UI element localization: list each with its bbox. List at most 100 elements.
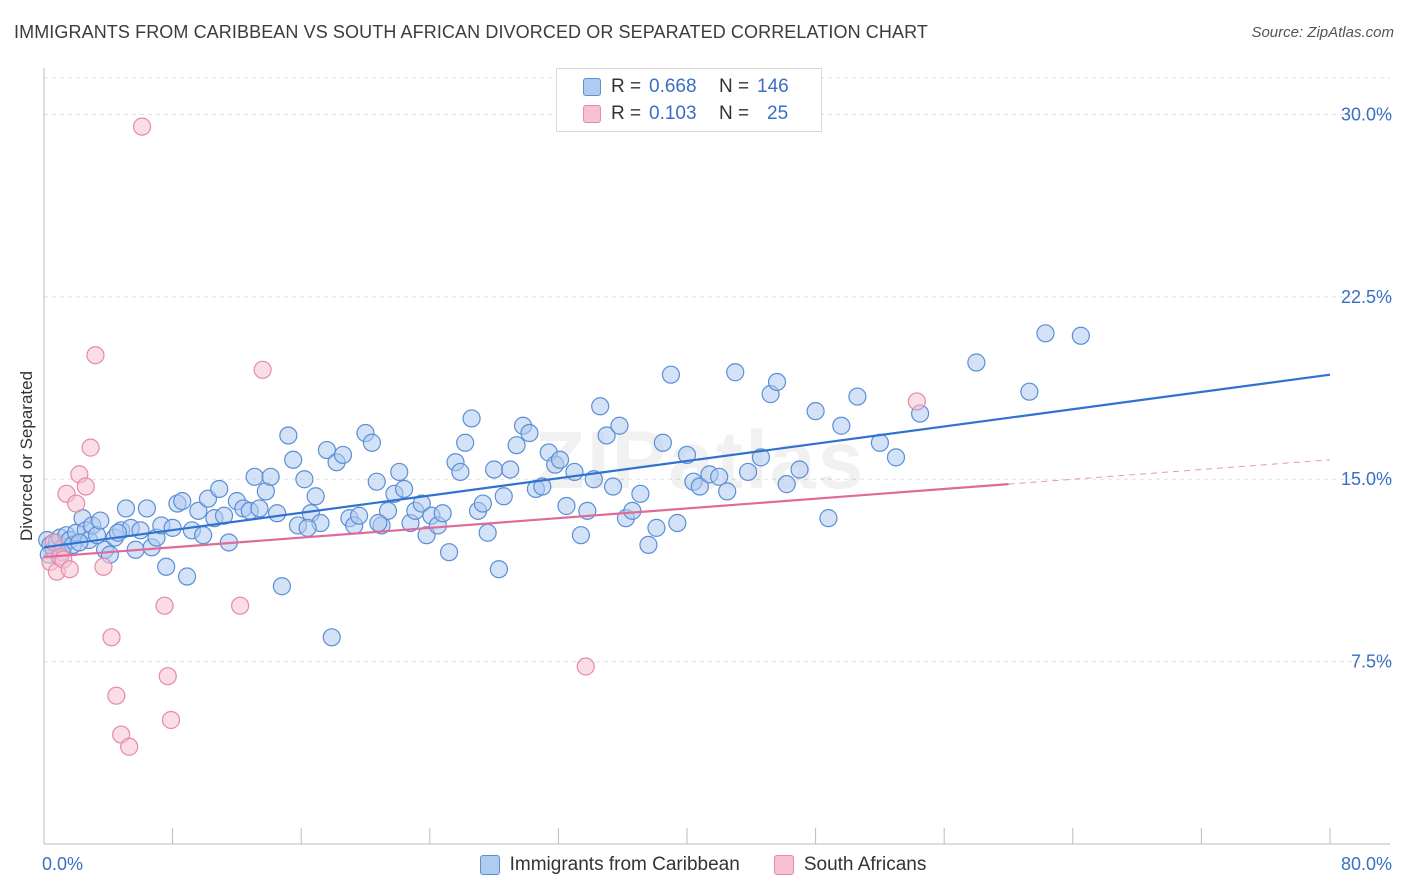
legend-n-label: N =	[719, 103, 750, 124]
data-point-caribbean	[439, 543, 459, 562]
data-point-caribbean	[322, 628, 341, 647]
data-point-caribbean	[653, 433, 672, 452]
data-point-caribbean	[462, 409, 481, 428]
data-point-south-africans	[67, 494, 86, 513]
data-point-caribbean	[189, 501, 208, 520]
y-tick-label: 30.0%	[1341, 104, 1392, 124]
data-point-caribbean	[173, 492, 192, 511]
data-point-caribbean	[631, 484, 650, 503]
data-point-caribbean	[306, 487, 325, 506]
data-point-caribbean	[412, 494, 431, 513]
data-point-caribbean	[494, 487, 513, 506]
chart-title: IMMIGRANTS FROM CARIBBEAN VS SOUTH AFRIC…	[14, 22, 928, 42]
data-point-caribbean	[639, 535, 658, 554]
data-point-caribbean	[533, 477, 552, 496]
data-point-caribbean	[597, 426, 616, 445]
data-point-caribbean	[623, 501, 642, 520]
data-point-caribbean	[790, 460, 809, 479]
grid-lines	[44, 77, 1390, 663]
data-point-caribbean	[819, 509, 838, 528]
data-point-caribbean	[1071, 326, 1090, 345]
y-tick-labels: 7.5% 15.0% 22.5% 30.0%	[1341, 104, 1392, 671]
x-tick-label: 80.0%	[1341, 854, 1392, 874]
data-point-caribbean	[718, 482, 737, 501]
data-point-south-africans	[132, 117, 152, 136]
source-credit: Source: ZipAtlas.com	[1251, 24, 1394, 41]
data-point-caribbean	[272, 577, 292, 596]
legend-item-south-africans: South Africans	[773, 854, 927, 876]
data-point-caribbean	[451, 462, 470, 482]
legend-label-caribbean: Immigrants from Caribbean	[509, 854, 740, 875]
data-point-caribbean	[284, 450, 303, 469]
x-tick-labels: 0.0% 80.0%	[42, 854, 1392, 874]
trend-lines	[43, 373, 1331, 559]
data-point-caribbean	[378, 501, 398, 520]
data-point-caribbean	[550, 450, 570, 469]
legend-row-caribbean: R = 0.668 N = 146	[583, 75, 789, 99]
data-point-caribbean	[245, 467, 264, 486]
legend-r-label: R =	[611, 103, 642, 124]
data-point-caribbean	[177, 567, 197, 586]
data-point-caribbean	[507, 436, 526, 455]
data-point-south-africans	[60, 560, 79, 579]
data-point-caribbean	[1036, 324, 1055, 343]
data-point-south-africans	[907, 392, 926, 411]
data-point-caribbean	[751, 448, 771, 467]
data-point-caribbean	[710, 467, 729, 486]
data-point-south-africans	[158, 667, 177, 686]
data-point-caribbean	[690, 477, 709, 496]
data-point-south-africans	[107, 686, 126, 705]
data-point-caribbean	[603, 477, 623, 496]
data-point-caribbean	[489, 560, 509, 579]
legend-swatch-blue	[583, 78, 601, 96]
data-point-south-africans	[576, 657, 595, 676]
legend-label-south-africans: South Africans	[803, 854, 927, 875]
data-point-caribbean	[367, 472, 386, 491]
axes	[43, 68, 1390, 845]
data-point-caribbean	[886, 448, 906, 467]
data-point-caribbean	[832, 416, 851, 435]
data-point-caribbean	[738, 462, 758, 482]
data-point-caribbean	[777, 475, 796, 494]
legend-r-value: 0.668	[649, 76, 697, 97]
data-point-caribbean	[677, 445, 697, 465]
data-point-caribbean	[520, 423, 539, 443]
data-point-caribbean	[433, 504, 452, 523]
data-point-caribbean	[298, 518, 317, 537]
legend-n-label: N =	[719, 76, 750, 97]
data-point-caribbean	[369, 513, 388, 533]
trend-line-extension-south-africans	[1008, 459, 1331, 485]
data-point-caribbean	[1020, 382, 1039, 401]
data-point-caribbean	[390, 462, 409, 482]
data-point-caribbean	[767, 372, 787, 392]
data-point-caribbean	[610, 416, 629, 435]
data-point-south-africans	[161, 710, 181, 730]
data-point-caribbean	[295, 470, 314, 489]
legend-n-value: 146	[757, 76, 789, 97]
trend-line-caribbean	[43, 373, 1331, 549]
data-point-caribbean	[485, 460, 504, 479]
data-point-caribbean	[557, 496, 576, 516]
data-point-caribbean	[806, 402, 825, 421]
data-point-south-africans	[86, 346, 105, 365]
data-point-caribbean	[967, 353, 986, 372]
data-point-caribbean	[250, 499, 269, 518]
data-point-caribbean	[591, 397, 610, 416]
data-point-caribbean	[261, 467, 280, 486]
data-point-caribbean	[137, 499, 156, 518]
data-point-south-africans	[76, 477, 95, 496]
y-tick-label: 7.5%	[1351, 652, 1392, 672]
data-point-caribbean	[362, 433, 382, 452]
data-point-caribbean	[456, 433, 475, 452]
y-tick-label: 15.0%	[1341, 469, 1392, 489]
series-south-africans	[41, 117, 926, 756]
legend-n-value: 25	[767, 103, 789, 124]
data-point-south-africans	[231, 596, 250, 615]
legend-r-label: R =	[611, 76, 642, 97]
stats-legend: R = 0.668 N = 146 R = 0.103 N = 25	[556, 68, 822, 132]
data-point-caribbean	[194, 526, 213, 545]
y-axis-label: Divorced or Separated	[17, 371, 36, 541]
data-point-caribbean	[349, 506, 369, 525]
data-point-south-africans	[94, 557, 113, 576]
data-point-caribbean	[91, 511, 110, 530]
